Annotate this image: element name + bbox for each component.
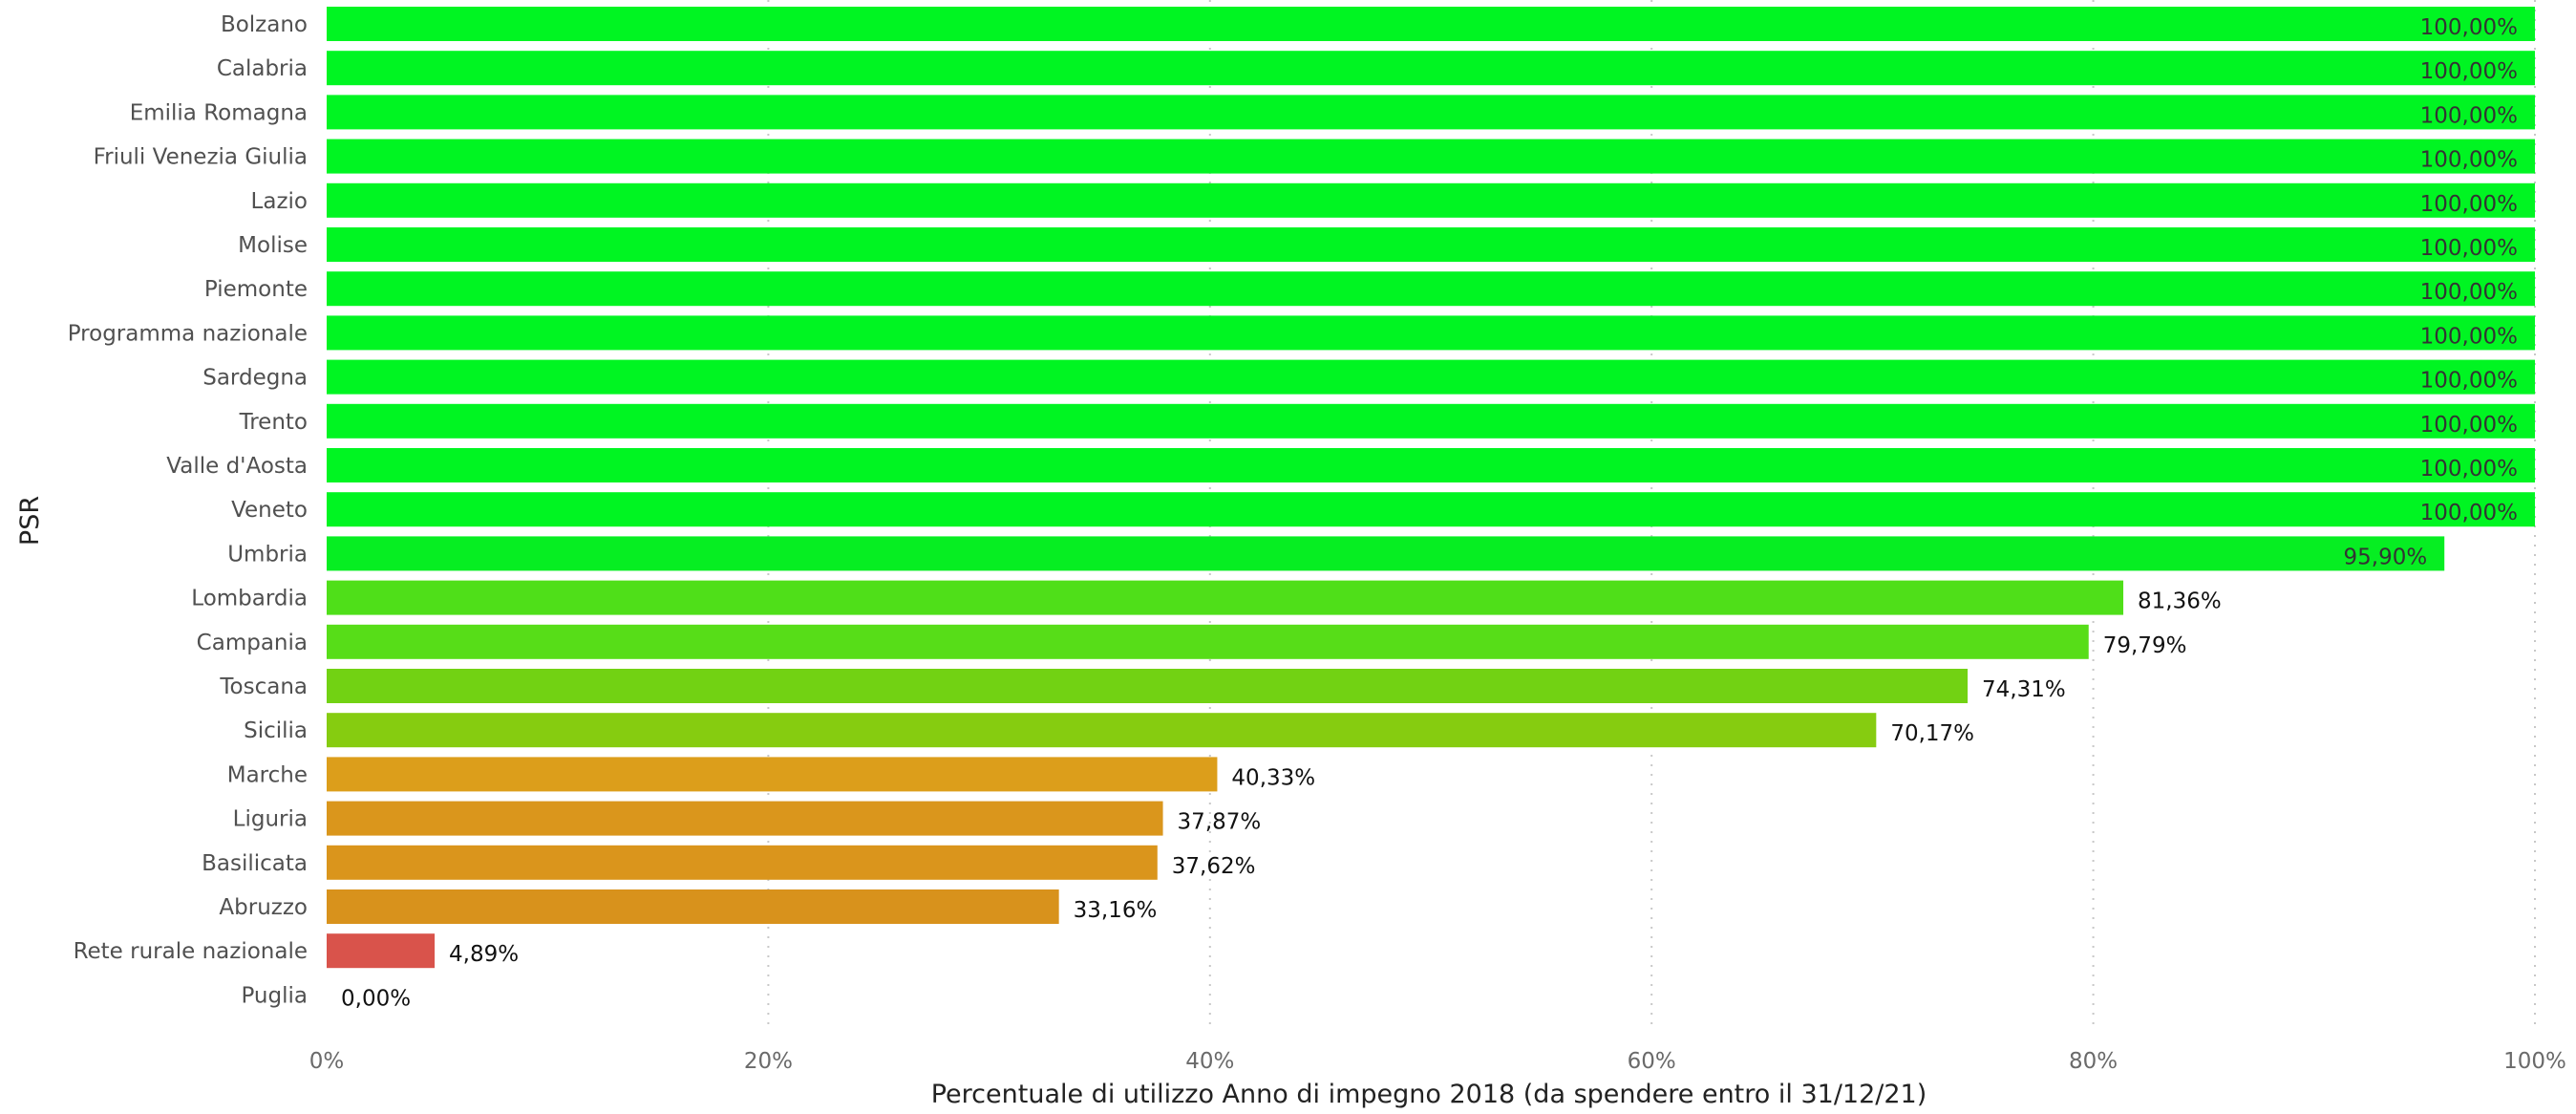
bar[interactable] xyxy=(327,51,2535,86)
data-label: 95,90% xyxy=(2344,545,2428,569)
bar[interactable] xyxy=(327,359,2535,395)
category-label: Rete rurale nazionale xyxy=(74,939,308,964)
category-label: Campania xyxy=(197,631,308,655)
data-label: 100,00% xyxy=(2420,501,2518,525)
category-label: Veneto xyxy=(231,498,308,523)
category-label: Calabria xyxy=(217,56,308,81)
bar[interactable] xyxy=(327,757,1218,792)
x-tick-labels: 0% 20% 40% 60% 80% 100% xyxy=(309,1049,2566,1074)
data-label: 100,00% xyxy=(2420,59,2518,84)
x-tick-label: 20% xyxy=(744,1049,793,1074)
category-label: Abruzzo xyxy=(219,895,308,920)
bar[interactable] xyxy=(327,536,2445,571)
category-label: Trento xyxy=(239,410,308,435)
category-labels: Bolzano Calabria Emilia Romagna Friuli Vene… xyxy=(68,12,308,1008)
category-label: Puglia xyxy=(241,983,308,1008)
category-label: Valle d'Aosta xyxy=(166,454,308,479)
data-label: 100,00% xyxy=(2420,413,2518,438)
bar[interactable] xyxy=(327,492,2535,527)
data-label: 40,33% xyxy=(1231,765,1315,790)
data-label: 33,16% xyxy=(1074,898,1158,923)
data-label: 100,00% xyxy=(2420,148,2518,173)
category-label: Umbria xyxy=(227,542,308,567)
data-label: 100,00% xyxy=(2420,457,2518,482)
bar[interactable] xyxy=(327,271,2535,307)
category-label: Emilia Romagna xyxy=(130,100,308,125)
data-label: 70,17% xyxy=(1890,721,1974,746)
data-label: 4,89% xyxy=(449,942,519,967)
bar[interactable] xyxy=(327,448,2535,482)
data-label: 100,00% xyxy=(2420,369,2518,394)
data-label: 100,00% xyxy=(2420,280,2518,305)
x-tick-label: 40% xyxy=(1185,1049,1234,1074)
x-tick-label: 100% xyxy=(2503,1049,2566,1074)
category-label: Sardegna xyxy=(202,366,308,391)
bar[interactable] xyxy=(327,182,2535,218)
bar[interactable] xyxy=(327,801,1163,836)
data-label: 37,87% xyxy=(1178,810,1262,835)
data-label: 37,62% xyxy=(1172,854,1256,879)
bar[interactable] xyxy=(327,933,436,969)
bars: 100,00% 100,00% 100,00% 100,00% 100,00% 100,0… xyxy=(327,7,2535,1011)
data-label: 81,36% xyxy=(2138,589,2222,614)
bar[interactable] xyxy=(327,713,1877,748)
x-tick-label: 80% xyxy=(2069,1049,2118,1074)
data-label: 100,00% xyxy=(2420,103,2518,128)
bar[interactable] xyxy=(327,669,1969,703)
bar[interactable] xyxy=(327,845,1158,880)
bar[interactable] xyxy=(327,139,2535,174)
bar[interactable] xyxy=(327,624,2089,659)
category-label: Piemonte xyxy=(204,277,308,302)
bar[interactable] xyxy=(327,227,2535,262)
category-label: Sicilia xyxy=(244,718,308,743)
y-axis-title: PSR xyxy=(15,496,45,546)
bar[interactable] xyxy=(327,7,2535,41)
bar[interactable] xyxy=(327,315,2535,351)
x-tick-label: 0% xyxy=(309,1049,345,1074)
category-label: Toscana xyxy=(219,675,308,699)
category-label: Bolzano xyxy=(221,12,308,37)
category-label: Basilicata xyxy=(202,851,308,876)
data-label: 79,79% xyxy=(2103,633,2187,658)
bar[interactable] xyxy=(327,889,1059,924)
x-axis-title: Percentuale di utilizzo Anno di impegno … xyxy=(931,1080,1927,1109)
bar[interactable] xyxy=(327,580,2124,615)
data-label: 100,00% xyxy=(2420,15,2518,40)
bar[interactable] xyxy=(327,403,2535,439)
category-label: Liguria xyxy=(233,807,308,832)
category-label: Marche xyxy=(227,762,308,787)
bar[interactable] xyxy=(327,95,2535,130)
data-label: 74,31% xyxy=(1982,677,2066,702)
category-label: Friuli Venezia Giulia xyxy=(94,145,308,170)
category-label: Lazio xyxy=(251,189,308,214)
category-label: Programma nazionale xyxy=(68,321,308,346)
data-label: 100,00% xyxy=(2420,192,2518,217)
category-label: Lombardia xyxy=(191,587,308,611)
data-label: 0,00% xyxy=(341,986,411,1011)
x-tick-label: 60% xyxy=(1628,1049,1676,1074)
data-label: 100,00% xyxy=(2420,236,2518,261)
category-label: Molise xyxy=(238,233,308,258)
data-label: 100,00% xyxy=(2420,324,2518,349)
